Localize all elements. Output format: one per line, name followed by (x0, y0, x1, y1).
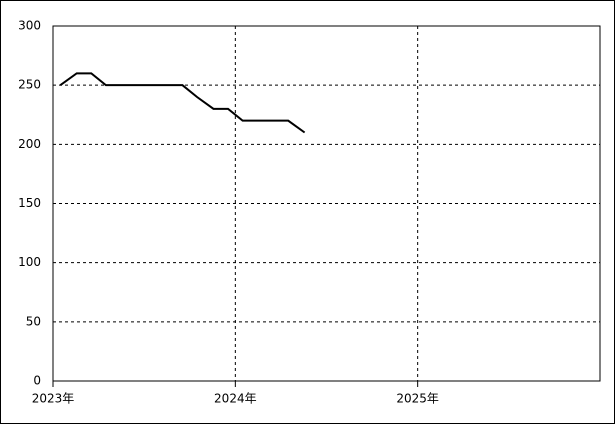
y-tick-label: 250 (18, 78, 41, 92)
x-tick-label: 2025年 (396, 392, 439, 406)
y-tick-label: 200 (18, 137, 41, 151)
y-tick-label: 100 (18, 255, 41, 269)
y-tick-label: 50 (26, 314, 41, 328)
x-tick-label: 2023年 (32, 392, 75, 406)
x-tick-label: 2024年 (214, 392, 257, 406)
plot-area (52, 25, 601, 382)
y-tick-label: 150 (18, 196, 41, 210)
y-tick-label: 300 (18, 19, 41, 33)
line (59, 72, 306, 134)
y-tick-label: 0 (33, 374, 41, 388)
